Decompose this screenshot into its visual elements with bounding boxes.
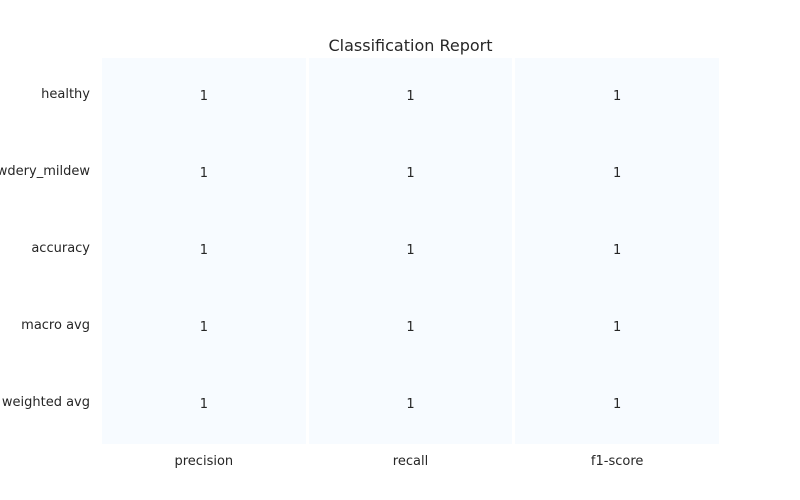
row-label: healthy [41, 87, 90, 102]
heatmap-cell: 1 [102, 289, 306, 367]
column-label: f1-score [590, 454, 644, 469]
heatmap-cell: 1 [308, 135, 513, 213]
heatmap-cell: 1 [515, 135, 719, 213]
heatmap-cell: 1 [102, 135, 306, 213]
heatmap-cell: 1 [102, 366, 306, 444]
heatmap-cell: 1 [102, 58, 306, 136]
heatmap-cell: 1 [102, 212, 306, 290]
row-label: weighted avg [1, 395, 90, 410]
heatmap-cell: 1 [515, 212, 719, 290]
heatmap-cell: 1 [308, 58, 513, 136]
heatmap-cell: 1 [308, 212, 513, 290]
heatmap-cell: 1 [515, 58, 719, 136]
heatmap-cell: 1 [308, 366, 513, 444]
heatmap-cell: 1 [308, 289, 513, 367]
column-label: precision [174, 454, 234, 469]
chart-title: Classification Report [328, 36, 493, 55]
row-label: macro avg [21, 318, 90, 333]
row-label: powdery_mildew [0, 164, 90, 179]
row-label: accuracy [31, 241, 90, 256]
heatmap-cell: 1 [515, 289, 719, 367]
heatmap-cell: 1 [515, 366, 719, 444]
column-label: recall [392, 454, 429, 469]
